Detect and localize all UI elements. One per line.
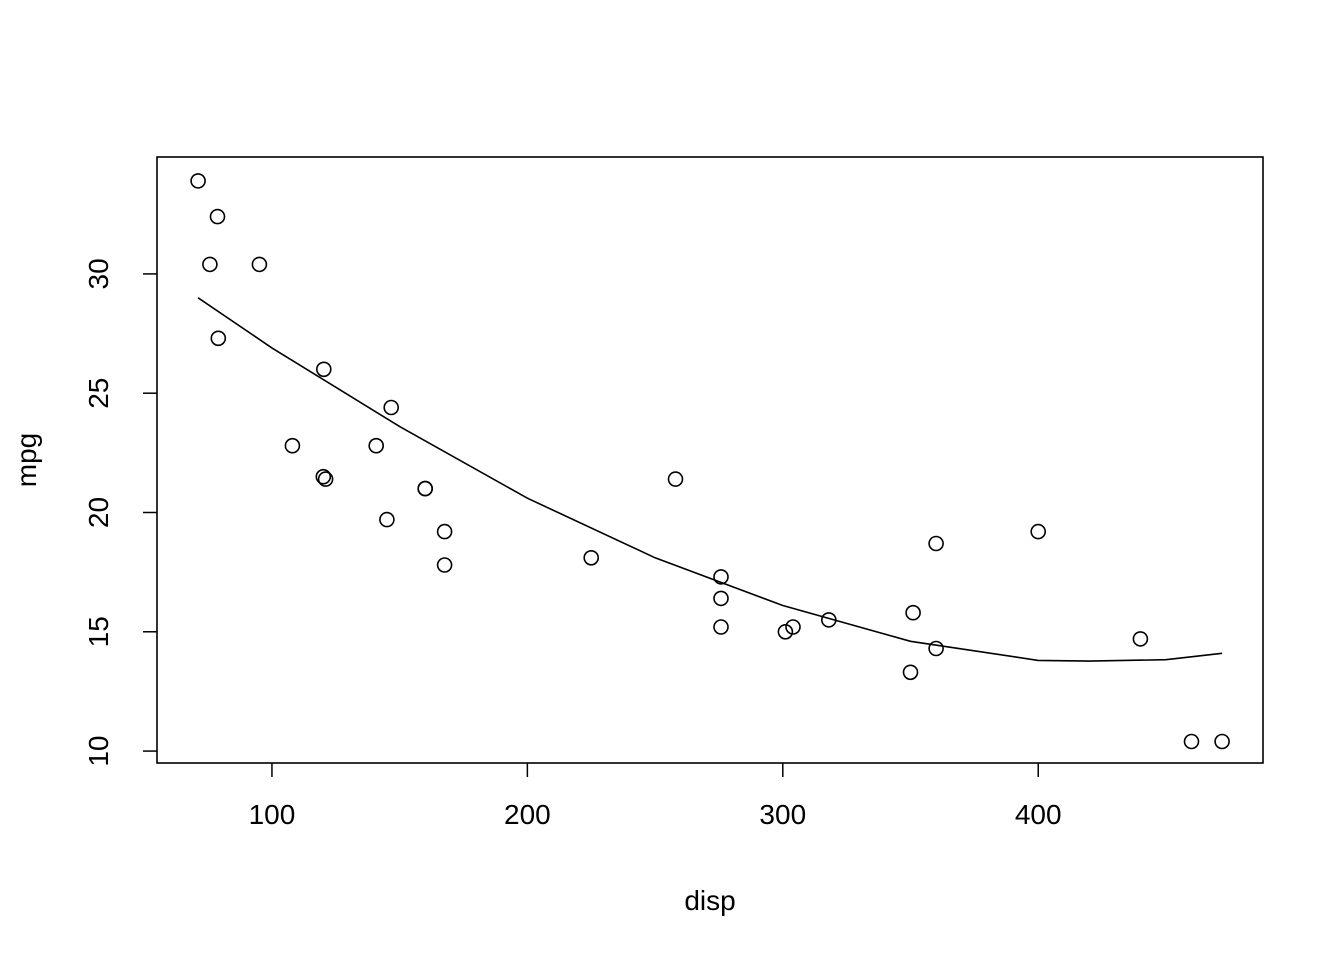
data-point — [1132, 631, 1149, 647]
y-tick-label: 10 — [83, 735, 114, 766]
data-point — [1214, 733, 1230, 750]
data-point — [928, 640, 944, 657]
y-tick-label: 15 — [83, 616, 114, 647]
data-point — [210, 330, 227, 347]
data-point — [777, 623, 794, 640]
data-point — [1030, 523, 1046, 540]
data-point — [368, 437, 385, 454]
data-point — [190, 173, 206, 189]
x-tick-label: 100 — [249, 799, 296, 830]
data-point — [379, 511, 395, 528]
data-point — [417, 480, 434, 497]
data-point — [902, 664, 919, 681]
data-point — [785, 619, 801, 635]
data-point — [713, 590, 729, 607]
data-point — [820, 612, 837, 628]
data-point — [905, 604, 921, 621]
data-point — [315, 361, 332, 378]
data-point — [1183, 733, 1200, 750]
data-point — [209, 208, 226, 225]
data-points — [190, 173, 1230, 750]
data-point — [284, 437, 301, 454]
data-point — [251, 256, 268, 273]
y-tick-label: 30 — [83, 258, 114, 289]
data-point — [315, 468, 332, 485]
x-axis: 100 200 300 400 — [249, 763, 1062, 830]
data-point — [713, 619, 729, 635]
y-axis-label: mpg — [11, 433, 42, 487]
fit-curve — [197, 297, 1223, 662]
data-point — [928, 535, 944, 552]
x-tick-label: 200 — [504, 799, 551, 830]
x-axis-label: disp — [684, 885, 735, 916]
x-tick-label: 300 — [759, 799, 806, 830]
y-axis: 10 15 20 25 30 — [83, 258, 157, 767]
data-point — [583, 549, 600, 566]
data-point — [317, 471, 334, 487]
plot-frame — [156, 156, 1264, 764]
data-point — [713, 569, 729, 585]
data-point — [202, 256, 218, 273]
data-point — [383, 399, 400, 416]
data-point — [436, 557, 453, 573]
data-point — [436, 523, 453, 540]
y-tick-label: 25 — [83, 378, 114, 409]
y-tick-label: 20 — [83, 497, 114, 528]
x-tick-label: 400 — [1015, 799, 1062, 830]
data-point — [667, 471, 684, 487]
